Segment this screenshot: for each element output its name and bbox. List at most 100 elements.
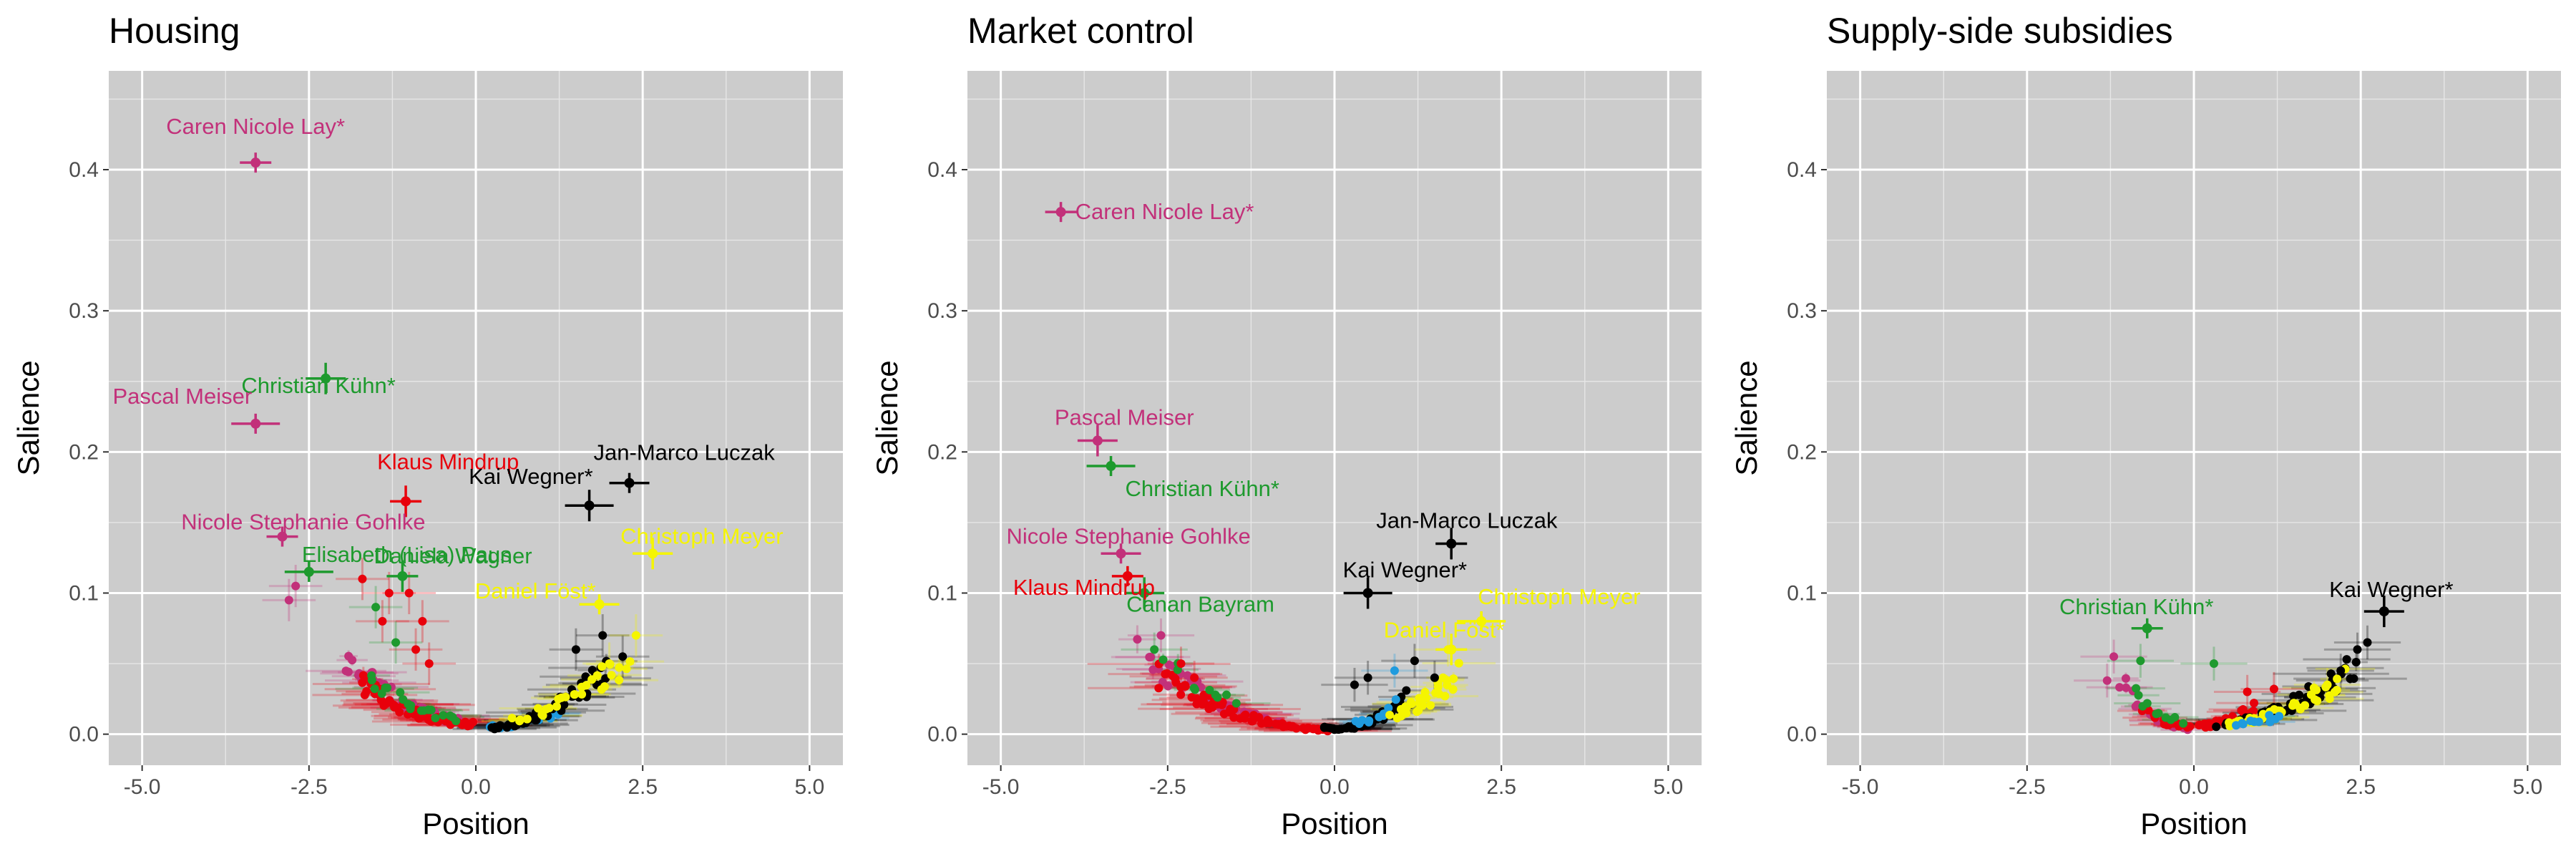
data-point — [522, 714, 532, 724]
x-tick-label: -2.5 — [2009, 775, 2046, 799]
data-layer — [1045, 202, 1506, 736]
y-tick-label: 0.2 — [69, 440, 99, 464]
labeled-point — [1476, 616, 1487, 626]
data-point — [1156, 631, 1166, 640]
data-point — [2209, 659, 2218, 669]
data-point — [1342, 724, 1351, 733]
data-point — [605, 659, 614, 669]
point-label: Daniel Föst* — [475, 578, 596, 603]
y-tick-label: 0.4 — [1787, 158, 1817, 182]
data-point — [2336, 666, 2346, 675]
labeled-point — [1116, 548, 1126, 559]
x-tick-label: -5.0 — [982, 775, 1020, 799]
data-point — [1355, 719, 1364, 729]
data-point — [625, 657, 635, 666]
data-point — [468, 717, 477, 727]
x-tick-label: 0.0 — [1319, 775, 1350, 799]
data-point — [2342, 655, 2351, 664]
data-point — [1426, 701, 1435, 710]
point-label: Jan-Marco Luczak — [1376, 508, 1558, 533]
labeled-point — [584, 500, 595, 511]
data-point — [1442, 676, 1451, 685]
data-point — [2132, 684, 2141, 693]
y-axis-title: Salience — [11, 360, 45, 475]
point-label: Caren Nicole Lay* — [1075, 199, 1254, 224]
point-label: Daniel Föst* — [1384, 617, 1505, 642]
x-tick-label: -5.0 — [124, 775, 161, 799]
point-label: Canan Bayram — [1126, 591, 1274, 616]
data-point — [598, 631, 608, 640]
data-point — [1363, 673, 1372, 682]
point-label: Klaus Mindrup — [1013, 575, 1155, 600]
data-point — [2131, 702, 2140, 712]
data-point — [1171, 674, 1180, 684]
data-point — [1422, 694, 1431, 703]
point-label: Caren Nicole Lay* — [166, 114, 345, 139]
data-point — [631, 631, 640, 640]
data-point — [343, 667, 353, 676]
data-point — [2313, 697, 2322, 706]
point-label: Jan-Marco Luczak — [594, 440, 776, 465]
data-point — [1176, 659, 1186, 669]
x-tick-label: 0.0 — [461, 775, 491, 799]
data-point — [2102, 676, 2112, 685]
data-point — [439, 711, 448, 720]
point-label: Nicole Stephanie Gohlke — [1007, 523, 1251, 548]
data-layer — [231, 152, 673, 734]
data-point — [515, 715, 525, 724]
labeled-point — [594, 599, 605, 610]
point-label: Kai Wegner* — [469, 464, 592, 489]
labeled-point — [250, 157, 261, 168]
y-tick-label: 0.3 — [69, 299, 99, 323]
panel-3: -5.0 -2.5 0.0 2.5 5.0 0.0 0.1 0.2 0.3 0.4 Christia… — [1729, 11, 2561, 840]
y-tick-label: 0.4 — [69, 158, 99, 182]
labeled-point — [277, 531, 288, 542]
data-point — [1430, 673, 1439, 682]
data-point — [2243, 687, 2252, 697]
data-point — [2179, 719, 2188, 728]
data-point — [2238, 719, 2248, 729]
data-point — [1288, 722, 1297, 731]
data-point — [1448, 685, 1458, 694]
data-point — [582, 681, 591, 690]
labeled-point — [1362, 588, 1373, 598]
point-label: Christoph Meyer — [620, 523, 783, 548]
data-point — [538, 711, 547, 720]
data-point — [2275, 712, 2284, 721]
data-point — [571, 645, 580, 654]
data-point — [362, 686, 371, 696]
data-point — [560, 700, 569, 709]
labeled-point — [321, 373, 331, 384]
data-point — [615, 663, 624, 672]
data-point — [1191, 685, 1200, 694]
data-point — [2254, 717, 2263, 727]
data-point — [2249, 707, 2258, 716]
data-point — [1213, 693, 1222, 702]
y-axis-title: Salience — [1729, 360, 1763, 475]
x-tick-label: -2.5 — [1149, 775, 1186, 799]
data-point — [2205, 719, 2214, 728]
data-point — [2290, 699, 2300, 708]
y-tick-label: 0.3 — [1787, 299, 1817, 323]
labeled-point — [1446, 538, 1457, 549]
data-point — [542, 704, 551, 714]
data-layer — [2074, 596, 2407, 734]
data-point — [1433, 682, 1443, 691]
data-point — [2152, 709, 2161, 719]
data-point — [2246, 717, 2255, 726]
data-point — [1390, 666, 1399, 675]
x-axis-title: Position — [1281, 807, 1387, 840]
data-point — [1391, 695, 1400, 704]
data-point — [2351, 658, 2361, 667]
data-point — [2330, 687, 2339, 697]
data-point — [1154, 684, 1163, 693]
panel-title: Market control — [967, 11, 1194, 51]
data-point — [592, 671, 602, 680]
data-point — [418, 616, 427, 626]
data-point — [494, 723, 503, 732]
data-point — [1440, 691, 1450, 701]
y-tick-label: 0.1 — [69, 581, 99, 605]
data-point — [383, 683, 392, 692]
y-tick-label: 0.1 — [927, 581, 957, 605]
data-point — [406, 701, 416, 710]
